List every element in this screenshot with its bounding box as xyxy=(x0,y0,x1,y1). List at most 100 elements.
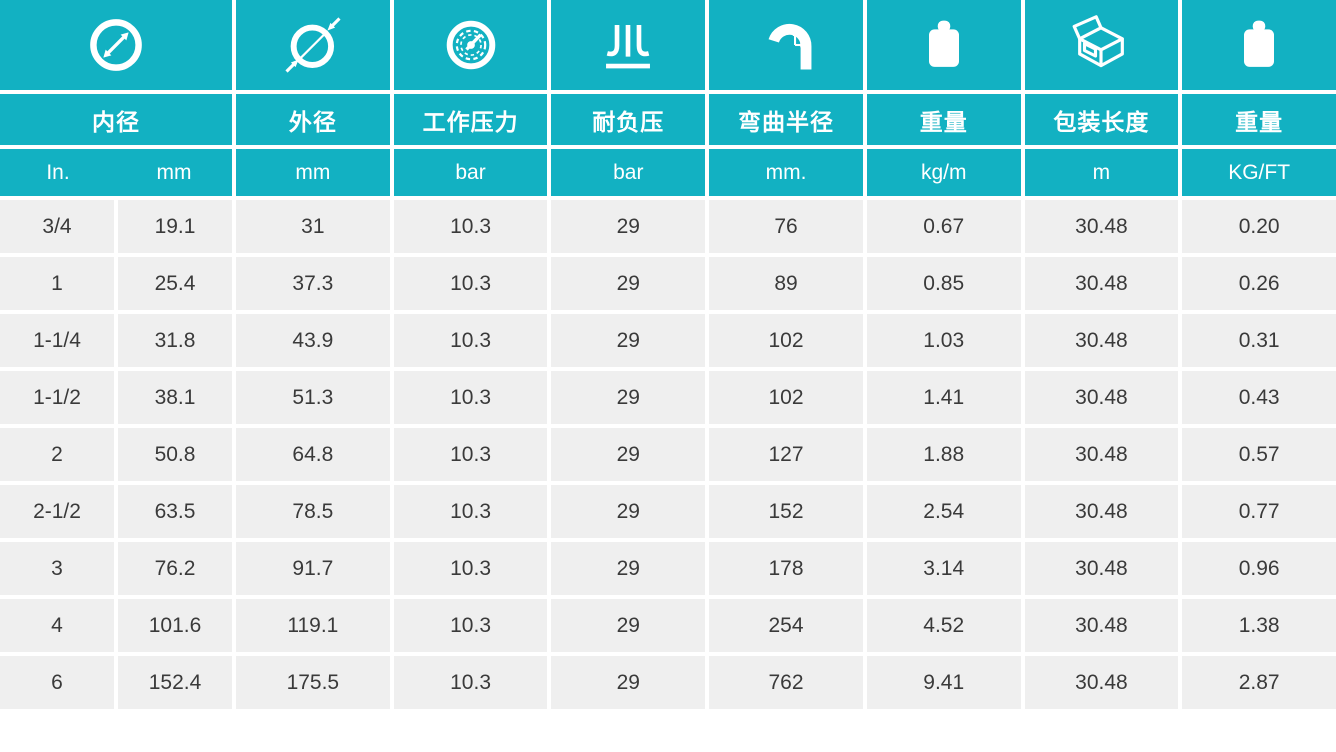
unit-header-working-pressure: bar xyxy=(393,149,548,196)
table-cell-row4-col6: 102 xyxy=(709,371,863,424)
table-cell-row3-col3: 43.9 xyxy=(236,314,390,367)
table-cell-row6-col8: 30.48 xyxy=(1024,485,1179,538)
table-cell-row3-col8: 30.48 xyxy=(1024,314,1179,367)
table-cell-row6-col1: 2-1/2 xyxy=(0,485,114,538)
table-cell-row9-col4: 10.3 xyxy=(393,656,548,709)
table-cell-row4-col2: 38.1 xyxy=(118,371,232,424)
table-cell-row1-col2: 19.1 xyxy=(118,200,232,253)
pressure-gauge-icon xyxy=(393,0,548,90)
table-cell-row8-col7: 4.52 xyxy=(866,599,1021,652)
table-cell-row6-col7: 2.54 xyxy=(866,485,1021,538)
table-cell-row3-col7: 1.03 xyxy=(866,314,1021,367)
table-cell-row5-col8: 30.48 xyxy=(1024,428,1179,481)
table-cell-row6-col4: 10.3 xyxy=(393,485,548,538)
package-box-icon xyxy=(1024,0,1179,90)
table-cell-row9-col1: 6 xyxy=(0,656,114,709)
table-cell-row3-col4: 10.3 xyxy=(393,314,548,367)
table-cell-row2-col4: 10.3 xyxy=(393,257,548,310)
table-cell-row1-col7: 0.67 xyxy=(866,200,1021,253)
table-cell-row3-col2: 31.8 xyxy=(118,314,232,367)
col-header-weight-kgft: 重量 xyxy=(1182,94,1336,145)
table-cell-row7-col8: 30.48 xyxy=(1024,542,1179,595)
unit-header-package-length: m xyxy=(1024,149,1179,196)
table-cell-row7-col5: 29 xyxy=(551,542,706,595)
table-cell-row2-col6: 89 xyxy=(709,257,863,310)
weight-icon xyxy=(866,0,1021,90)
table-cell-row3-col6: 102 xyxy=(709,314,863,367)
table-cell-row5-col9: 0.57 xyxy=(1182,428,1336,481)
weight-icon xyxy=(1182,0,1336,90)
table-cell-row1-col1: 3/4 xyxy=(0,200,114,253)
unit-header-weight-kgft: KG/FT xyxy=(1182,149,1336,196)
table-cell-row5-col2: 50.8 xyxy=(118,428,232,481)
table-cell-row3-col1: 1-1/4 xyxy=(0,314,114,367)
col-header-vacuum-resistance: 耐负压 xyxy=(551,94,706,145)
unit-header-bend-radius: mm. xyxy=(709,149,863,196)
table-cell-row5-col4: 10.3 xyxy=(393,428,548,481)
table-cell-row7-col3: 91.7 xyxy=(236,542,390,595)
table-cell-row2-col9: 0.26 xyxy=(1182,257,1336,310)
table-cell-row9-col9: 2.87 xyxy=(1182,656,1336,709)
table-cell-row9-col6: 762 xyxy=(709,656,863,709)
table-cell-row7-col4: 10.3 xyxy=(393,542,548,595)
table-cell-row3-col9: 0.31 xyxy=(1182,314,1336,367)
table-cell-row6-col2: 63.5 xyxy=(118,485,232,538)
table-cell-row7-col1: 3 xyxy=(0,542,114,595)
unit-header-outer-diameter: mm xyxy=(236,149,390,196)
hose-spec-table: 内径 外径 工作压力 耐负压 弯曲半径 重量 包装长度 重量 In. mm mm… xyxy=(0,0,1336,709)
table-cell-row4-col7: 1.41 xyxy=(866,371,1021,424)
table-cell-row7-col9: 0.96 xyxy=(1182,542,1336,595)
table-cell-row6-col3: 78.5 xyxy=(236,485,390,538)
table-cell-row4-col1: 1-1/2 xyxy=(0,371,114,424)
table-cell-row1-col3: 31 xyxy=(236,200,390,253)
col-header-bend-radius: 弯曲半径 xyxy=(709,94,863,145)
table-cell-row9-col7: 9.41 xyxy=(866,656,1021,709)
table-cell-row8-col1: 4 xyxy=(0,599,114,652)
table-cell-row1-col4: 10.3 xyxy=(393,200,548,253)
col-header-inner-diameter: 内径 xyxy=(0,94,232,145)
table-cell-row5-col1: 2 xyxy=(0,428,114,481)
table-cell-row1-col5: 29 xyxy=(551,200,706,253)
col-header-working-pressure: 工作压力 xyxy=(393,94,548,145)
table-cell-row5-col5: 29 xyxy=(551,428,706,481)
table-cell-row5-col7: 1.88 xyxy=(866,428,1021,481)
table-cell-row7-col6: 178 xyxy=(709,542,863,595)
bend-radius-icon xyxy=(709,0,863,90)
unit-mm: mm xyxy=(156,160,192,184)
table-cell-row8-col5: 29 xyxy=(551,599,706,652)
table-cell-row1-col8: 30.48 xyxy=(1024,200,1179,253)
table-cell-row9-col2: 152.4 xyxy=(118,656,232,709)
table-cell-row4-col5: 29 xyxy=(551,371,706,424)
unit-header-inner-diameter: In. mm xyxy=(0,149,232,196)
unit-header-vacuum-resistance: bar xyxy=(551,149,706,196)
outer-diameter-icon xyxy=(236,0,390,90)
table-cell-row7-col7: 3.14 xyxy=(866,542,1021,595)
table-cell-row4-col4: 10.3 xyxy=(393,371,548,424)
table-cell-row2-col8: 30.48 xyxy=(1024,257,1179,310)
table-cell-row2-col3: 37.3 xyxy=(236,257,390,310)
table-cell-row9-col5: 29 xyxy=(551,656,706,709)
unit-inches: In. xyxy=(46,160,70,184)
table-cell-row4-col3: 51.3 xyxy=(236,371,390,424)
table-cell-row8-col3: 119.1 xyxy=(236,599,390,652)
table-cell-row8-col9: 1.38 xyxy=(1182,599,1336,652)
table-cell-row5-col6: 127 xyxy=(709,428,863,481)
table-cell-row4-col8: 30.48 xyxy=(1024,371,1179,424)
table-cell-row2-col1: 1 xyxy=(0,257,114,310)
table-cell-row4-col9: 0.43 xyxy=(1182,371,1336,424)
table-cell-row2-col7: 0.85 xyxy=(866,257,1021,310)
table-cell-row9-col3: 175.5 xyxy=(236,656,390,709)
table-cell-row6-col6: 152 xyxy=(709,485,863,538)
table-cell-row8-col6: 254 xyxy=(709,599,863,652)
table-cell-row6-col5: 29 xyxy=(551,485,706,538)
table-cell-row3-col5: 29 xyxy=(551,314,706,367)
col-header-package-length: 包装长度 xyxy=(1024,94,1179,145)
table-cell-row1-col6: 76 xyxy=(709,200,863,253)
col-header-weight-kgm: 重量 xyxy=(866,94,1021,145)
table-cell-row8-col4: 10.3 xyxy=(393,599,548,652)
table-cell-row2-col5: 29 xyxy=(551,257,706,310)
table-cell-row9-col8: 30.48 xyxy=(1024,656,1179,709)
table-cell-row5-col3: 64.8 xyxy=(236,428,390,481)
table-cell-row8-col2: 101.6 xyxy=(118,599,232,652)
table-cell-row7-col2: 76.2 xyxy=(118,542,232,595)
